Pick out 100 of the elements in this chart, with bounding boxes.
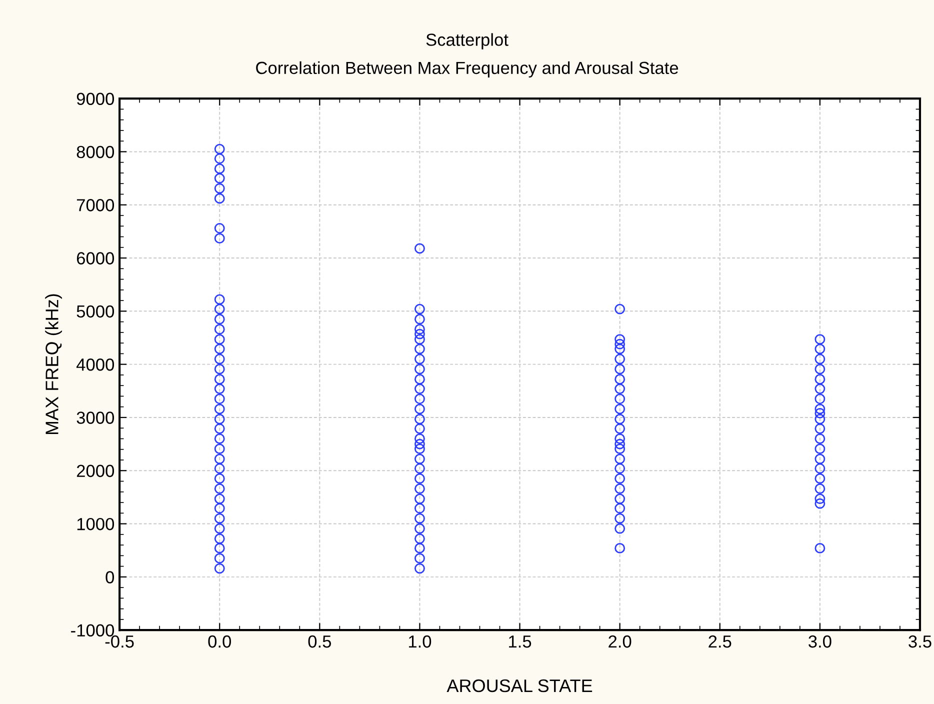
point — [214, 394, 225, 404]
point — [814, 384, 826, 394]
point — [214, 473, 225, 484]
point — [214, 233, 225, 244]
point — [214, 434, 225, 444]
y-tick-label: 8000 — [76, 146, 114, 158]
point — [814, 334, 826, 345]
point — [414, 553, 425, 564]
point — [214, 164, 225, 174]
point — [814, 463, 826, 474]
chart-title: Scatterplot — [426, 33, 508, 50]
point — [214, 314, 225, 324]
point — [214, 404, 225, 414]
point — [814, 473, 826, 484]
point — [814, 454, 826, 464]
point — [214, 153, 225, 164]
point — [214, 523, 225, 534]
point — [414, 513, 425, 524]
point — [214, 294, 225, 305]
point — [614, 438, 626, 450]
point — [614, 344, 626, 354]
point — [614, 384, 626, 394]
point — [614, 404, 626, 414]
point — [614, 513, 626, 524]
point — [614, 374, 626, 384]
y-tick-label: 2000 — [76, 464, 114, 478]
point — [414, 483, 425, 494]
y-tick-label: 1000 — [77, 518, 114, 530]
point — [614, 354, 626, 364]
point — [414, 503, 425, 514]
x-tick-label: 2.5 — [708, 635, 732, 648]
point — [214, 463, 225, 474]
point — [414, 328, 425, 340]
point — [814, 404, 826, 414]
point — [614, 523, 626, 534]
point — [214, 444, 225, 454]
point — [414, 454, 425, 464]
y-tick-label: 5000 — [76, 305, 114, 318]
point — [614, 394, 626, 404]
point — [214, 563, 225, 574]
point — [214, 364, 225, 374]
point — [414, 324, 425, 334]
point — [214, 543, 225, 554]
point — [614, 414, 626, 424]
point — [214, 344, 225, 354]
point — [614, 473, 626, 484]
x-axis-title: AROUSAL STATE — [446, 679, 592, 692]
point — [414, 344, 425, 354]
point — [414, 394, 425, 404]
x-tick-label: -0.5 — [105, 635, 134, 648]
point — [214, 503, 225, 514]
point — [214, 513, 225, 524]
point — [214, 144, 225, 154]
point — [214, 414, 225, 424]
point — [614, 454, 626, 464]
point — [614, 338, 626, 350]
y-tick-label: 6000 — [76, 252, 114, 264]
point — [814, 434, 826, 444]
point — [414, 463, 425, 474]
point — [214, 304, 225, 314]
point — [214, 533, 225, 544]
point — [414, 384, 425, 394]
point — [414, 374, 425, 384]
point — [414, 334, 425, 345]
y-tick-label: 0 — [106, 571, 114, 584]
point — [214, 374, 225, 384]
point — [214, 193, 225, 204]
point — [414, 533, 425, 544]
y-tick-label: 4000 — [76, 358, 114, 371]
point — [614, 463, 626, 474]
point — [614, 503, 626, 514]
point — [214, 553, 225, 564]
point — [214, 483, 225, 494]
point — [414, 243, 425, 254]
point — [214, 324, 225, 334]
point — [814, 374, 826, 384]
point — [414, 314, 425, 324]
point — [414, 414, 425, 424]
y-axis-title: MAX FREQ (kHz) — [45, 294, 62, 434]
chart-subtitle: Correlation Between Max Frequency and Arousal State — [256, 61, 678, 78]
x-tick-label: 3.0 — [808, 635, 832, 648]
point — [814, 344, 826, 354]
point — [214, 183, 225, 194]
point — [414, 523, 425, 534]
point — [614, 423, 626, 434]
point — [814, 483, 826, 494]
x-tick-label: 0.0 — [208, 635, 231, 648]
point — [814, 354, 826, 364]
point — [414, 563, 425, 574]
point — [814, 494, 826, 504]
point — [814, 394, 826, 404]
point — [414, 434, 425, 444]
point — [614, 304, 626, 314]
x-tick-label: 1.5 — [509, 636, 532, 648]
point — [214, 384, 225, 394]
point — [214, 423, 225, 434]
point — [414, 543, 425, 554]
point — [614, 543, 626, 554]
y-tick-label: 7000 — [76, 199, 114, 212]
point — [814, 423, 826, 434]
